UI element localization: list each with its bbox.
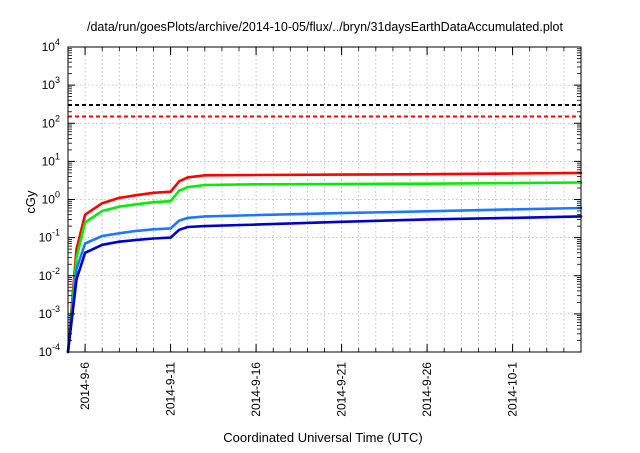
x-tick-label: 2014-10-1 xyxy=(506,362,520,417)
x-ticks xyxy=(67,47,582,352)
y-tick-label: 10-1 xyxy=(39,228,60,245)
series-line-2 xyxy=(66,181,583,354)
y-tick-label: 102 xyxy=(42,113,60,130)
x-tick-label: 2014-9-16 xyxy=(249,362,263,417)
y-tick-label: 10-3 xyxy=(39,304,60,321)
y-tick-label: 101 xyxy=(42,151,60,168)
series-line-4 xyxy=(66,215,583,354)
series-line-3 xyxy=(66,206,583,354)
x-tick-label: 2014-9-6 xyxy=(78,362,92,410)
x-axis-label: Coordinated Universal Time (UTC) xyxy=(223,430,422,445)
y-ticks xyxy=(68,46,581,353)
y-tick-label: 10-2 xyxy=(39,266,60,283)
grid-lines xyxy=(68,47,581,352)
y-tick-label: 100 xyxy=(42,190,60,207)
y-tick-label: 103 xyxy=(42,75,60,92)
y-axis-label: cGy xyxy=(23,190,38,214)
y-tick-label: 104 xyxy=(42,37,60,54)
series-line-1 xyxy=(66,171,583,354)
x-tick-label: 2014-9-26 xyxy=(420,362,434,417)
chart-title: /data/run/goesPlots/archive/2014-10-05/f… xyxy=(87,20,563,34)
x-tick-label: 2014-9-11 xyxy=(164,362,178,416)
x-tick-label: 2014-9-21 xyxy=(335,362,349,417)
y-tick-label: 10-4 xyxy=(39,342,60,359)
